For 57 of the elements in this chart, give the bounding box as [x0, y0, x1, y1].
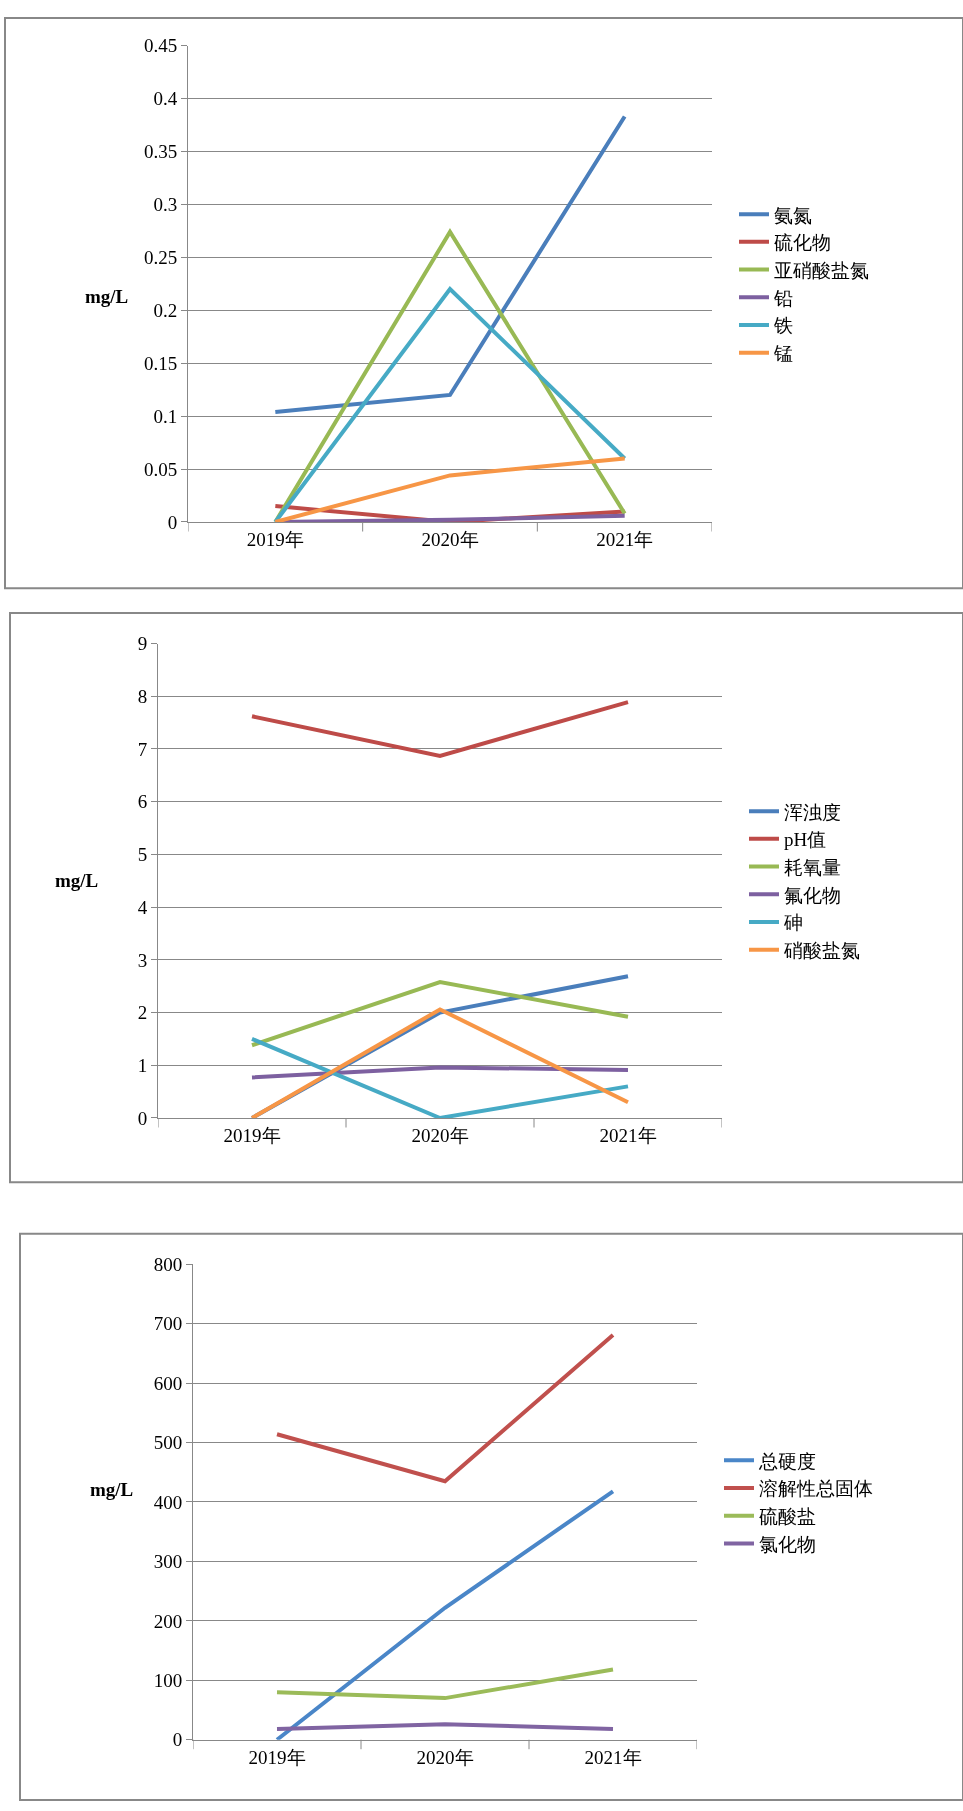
y-tick-label: 0.15 — [143, 352, 178, 374]
y-tick-label: 5 — [137, 844, 148, 866]
y-axis-title: mg/L — [90, 1479, 134, 1500]
x-tick-label: 2020年 — [416, 1746, 474, 1768]
legend-label: 溶解性总固体 — [759, 1478, 873, 1500]
legend-label: 氨氮 — [774, 204, 812, 226]
y-tick-label: 400 — [153, 1491, 183, 1513]
legend-label: 铁 — [773, 315, 793, 337]
y-tick-label: 0.25 — [143, 246, 178, 268]
legend-label: 氟化物 — [784, 884, 841, 906]
y-tick-label: 9 — [137, 633, 148, 655]
legend-label: 硝酸盐氮 — [783, 940, 860, 962]
y-tick-label: 4 — [137, 896, 148, 918]
x-tick-label: 2020年 — [421, 528, 479, 550]
y-tick-label: 6 — [137, 791, 148, 813]
y-tick-label: 3 — [137, 949, 148, 971]
y-tick-label: 0.3 — [153, 194, 178, 216]
legend-label: pH值 — [784, 829, 827, 851]
y-tick-label: 700 — [153, 1313, 183, 1335]
y-tick-label: 0 — [167, 511, 178, 533]
y-tick-label: 300 — [153, 1551, 183, 1573]
y-tick-label: 100 — [153, 1669, 183, 1691]
y-axis-title: mg/L — [55, 870, 99, 891]
y-tick-label: 800 — [153, 1253, 183, 1275]
y-tick-label: 0 — [172, 1729, 183, 1751]
legend-label: 铅 — [773, 287, 793, 309]
legend-label: 砷 — [783, 912, 803, 934]
y-tick-label: 7 — [137, 738, 148, 760]
legend-label: 硫化物 — [774, 232, 831, 254]
y-tick-label: 0.2 — [153, 299, 178, 321]
legend-label: 耗氧量 — [784, 856, 841, 878]
y-tick-label: 0.45 — [143, 35, 178, 57]
y-tick-label: 1 — [137, 1054, 148, 1076]
legend-label: 亚硝酸盐氮 — [774, 259, 869, 281]
y-tick-label: 2 — [137, 1002, 148, 1024]
y-tick-label: 0.35 — [143, 141, 178, 163]
legend-label: 总硬度 — [758, 1450, 816, 1472]
legend-label: 氯化物 — [759, 1533, 816, 1555]
x-tick-label: 2021年 — [584, 1746, 642, 1768]
y-tick-label: 0.1 — [153, 405, 178, 427]
y-tick-label: 200 — [153, 1610, 183, 1632]
x-tick-label: 2021年 — [599, 1124, 657, 1146]
y-axis-title: mg/L — [85, 286, 129, 307]
legend-label: 浑浊度 — [784, 801, 841, 823]
y-tick-label: 500 — [153, 1432, 183, 1454]
x-tick-label: 2019年 — [248, 1746, 306, 1768]
y-tick-label: 0.05 — [143, 458, 178, 480]
x-tick-label: 2020年 — [411, 1124, 469, 1146]
x-tick-label: 2019年 — [246, 528, 304, 550]
legend-label: 硫酸盐 — [759, 1506, 816, 1528]
x-tick-label: 2019年 — [223, 1124, 281, 1146]
y-tick-label: 0 — [137, 1107, 148, 1129]
legend-label: 锰 — [773, 343, 793, 365]
y-tick-label: 600 — [153, 1372, 183, 1394]
y-tick-label: 0.4 — [153, 88, 178, 110]
y-tick-label: 8 — [137, 685, 148, 707]
x-tick-label: 2021年 — [596, 528, 654, 550]
